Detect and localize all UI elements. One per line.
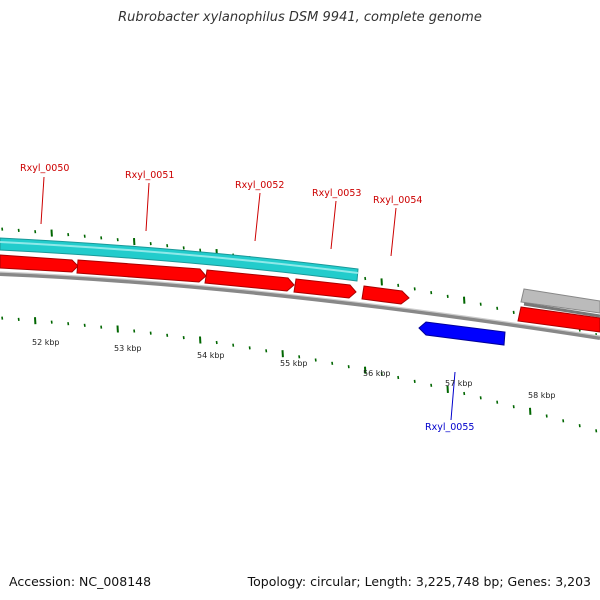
gene-arrow-next-right[interactable] <box>517 306 600 333</box>
scale-label-58kbp: 58 kbp <box>528 391 556 400</box>
gene-arrow-rxyl-0053[interactable] <box>293 278 357 299</box>
gene-label-rxyl-0051: Rxyl_0051 <box>125 170 174 181</box>
gene-label-rxyl-0055: Rxyl_0055 <box>425 422 474 433</box>
scale-label-55kbp: 55 kbp <box>280 359 308 368</box>
gene-arrow-rxyl-0055[interactable] <box>418 321 506 346</box>
scale-label-53kbp: 53 kbp <box>114 344 142 353</box>
map-title: Rubrobacter xylanophilus DSM 9941, compl… <box>118 10 482 25</box>
gene-arrow-rxyl-0052[interactable] <box>204 269 295 292</box>
accession-text: Accession: NC_008148 <box>9 574 152 589</box>
gene-label-rxyl-0052: Rxyl_0052 <box>235 180 284 191</box>
genome-backbone <box>0 272 600 340</box>
scale-label-57kbp: 57 kbp <box>445 379 473 388</box>
gene-arrow-rxyl-0054[interactable] <box>361 285 410 305</box>
scale-label-56kbp: 56 kbp <box>363 369 391 378</box>
cyan-feature-track[interactable] <box>0 237 359 282</box>
gene-label-rxyl-0053: Rxyl_0053 <box>312 188 361 199</box>
gray-feature-track[interactable] <box>520 288 600 314</box>
lower-tick-ring <box>1 316 598 433</box>
gene-arrow-rxyl-0050[interactable] <box>0 254 79 273</box>
scale-label-52kbp: 52 kbp <box>32 338 60 347</box>
scale-label-54kbp: 54 kbp <box>197 351 225 360</box>
gene-arrow-rxyl-0051[interactable] <box>76 259 207 283</box>
gene-label-rxyl-0054: Rxyl_0054 <box>373 195 422 206</box>
gene-label-rxyl-0050: Rxyl_0050 <box>20 163 69 174</box>
genome-summary-text: Topology: circular; Length: 3,225,748 bp… <box>247 574 591 589</box>
